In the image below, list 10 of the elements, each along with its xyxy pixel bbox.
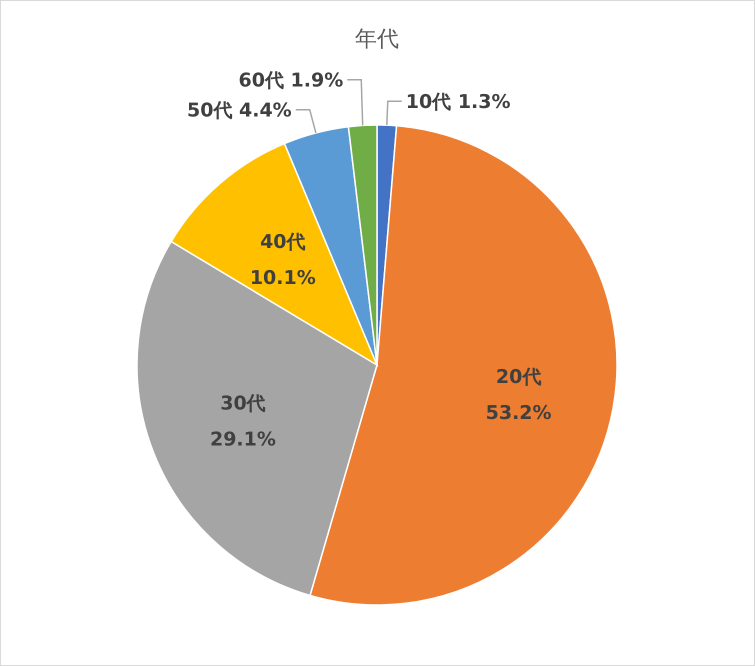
slice-label: 40代 bbox=[260, 231, 306, 254]
slice-label: 10代 1.3% bbox=[406, 91, 511, 114]
data-label: 10.1% bbox=[250, 267, 316, 290]
slice-label: 50代 4.4% bbox=[186, 100, 292, 122]
data-label: 53.2% bbox=[486, 402, 552, 424]
slice-label: 60代 1.9% bbox=[238, 70, 344, 92]
slice-label: 30代 bbox=[220, 392, 266, 415]
data-label: 29.1% bbox=[210, 428, 276, 451]
chart-title: 年代 bbox=[355, 27, 399, 52]
slice-label: 20代 bbox=[496, 366, 542, 388]
